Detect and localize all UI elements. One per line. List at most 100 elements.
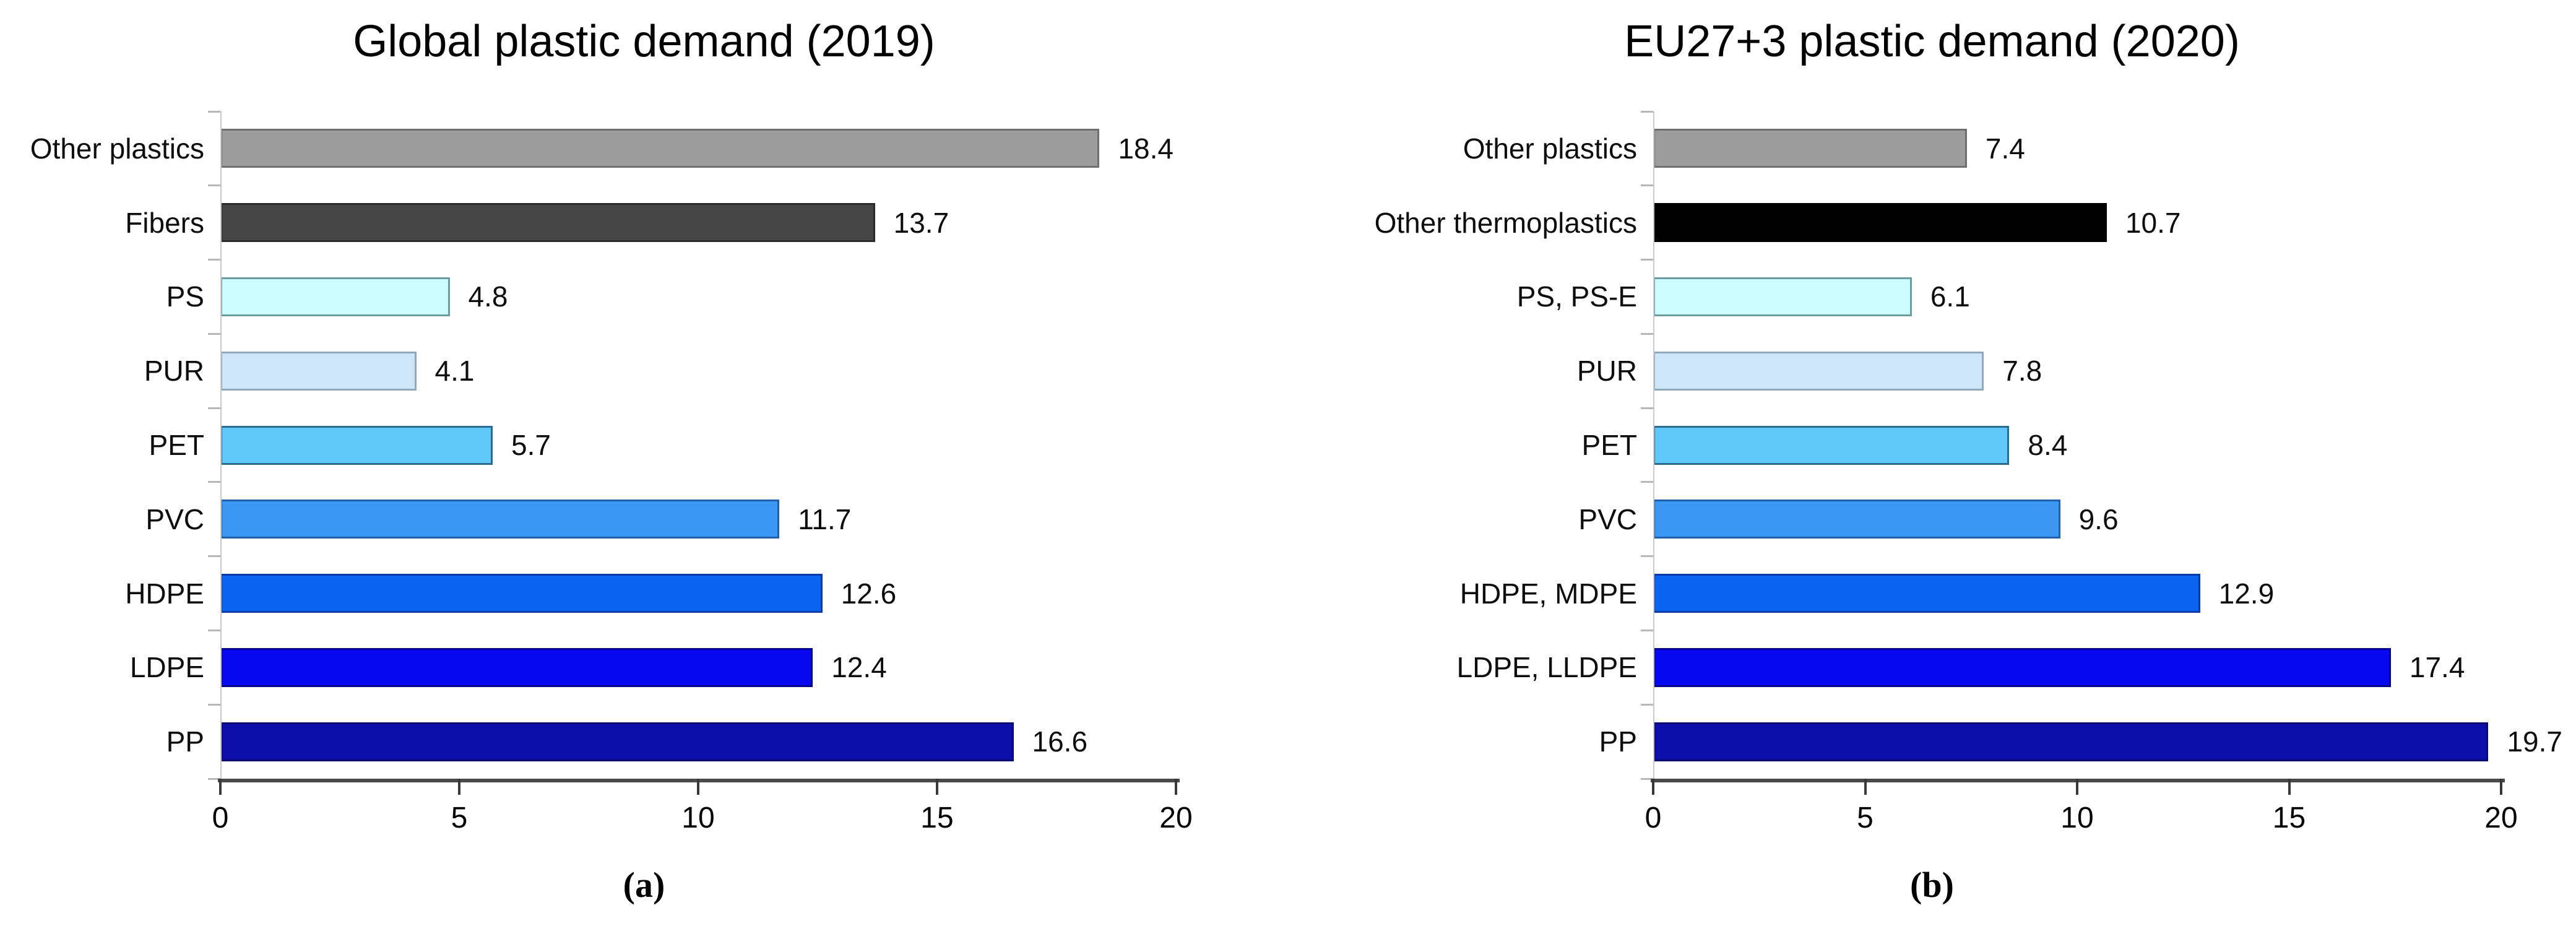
bar-area: 9.6 bbox=[1653, 482, 2576, 556]
plot-area: Other plastics 18.4 Fibers 13.7 PS 4.8 PUR 4.1 P… bbox=[0, 110, 1288, 834]
bar-rows: Other plastics 7.4 Other thermoplastics 10.… bbox=[1288, 111, 2576, 779]
bar bbox=[1653, 722, 2489, 761]
y-axis-tick bbox=[1641, 777, 1653, 780]
chart-panel-b: EU27+3 plastic demand (2020) Other plast… bbox=[1288, 0, 2576, 939]
category-label: PP bbox=[1599, 725, 1637, 758]
bar-area: 7.4 bbox=[1653, 111, 2576, 186]
value-label: 5.7 bbox=[511, 429, 551, 462]
y-axis-tick bbox=[208, 184, 220, 187]
bar-area: 12.4 bbox=[220, 630, 1288, 704]
bar-row: Fibers 13.7 bbox=[0, 186, 1288, 260]
bar bbox=[1653, 203, 2107, 243]
y-axis-tick bbox=[208, 703, 220, 706]
value-label: 7.8 bbox=[2002, 355, 2042, 387]
chart-panel-a: Global plastic demand (2019) Other plast… bbox=[0, 17, 1288, 905]
x-tick bbox=[1864, 779, 1867, 795]
bar-row: LDPE 12.4 bbox=[0, 630, 1288, 704]
bar-row: HDPE 12.6 bbox=[0, 556, 1288, 631]
bar-row: PS 4.8 bbox=[0, 260, 1288, 334]
y-axis-tick bbox=[1641, 184, 1653, 187]
bar bbox=[1653, 500, 2060, 539]
bar-row: HDPE, MDPE 12.9 bbox=[1288, 556, 2576, 631]
bar-area: 12.6 bbox=[220, 556, 1288, 631]
bar-area: 7.8 bbox=[1653, 334, 2576, 408]
bar bbox=[220, 722, 1014, 761]
bar-row: PUR 7.8 bbox=[1288, 334, 2576, 408]
category-label: Fibers bbox=[125, 206, 204, 239]
y-axis-tick bbox=[208, 481, 220, 483]
y-axis-tick bbox=[1641, 110, 1653, 113]
bar bbox=[220, 351, 417, 391]
x-tick bbox=[1175, 779, 1177, 795]
bar-area: 5.7 bbox=[220, 408, 1288, 482]
x-tick-label: 5 bbox=[451, 802, 468, 834]
bar-area: 13.7 bbox=[220, 186, 1288, 260]
bar-row: PVC 11.7 bbox=[0, 482, 1288, 556]
x-tick bbox=[1652, 779, 1654, 795]
plot-area: Other plastics 7.4 Other thermoplastics 10.… bbox=[1288, 110, 2576, 834]
bar-area: 4.8 bbox=[220, 260, 1288, 334]
x-tick-label: 20 bbox=[2484, 802, 2518, 834]
y-axis-tick bbox=[208, 332, 220, 335]
bar bbox=[1653, 277, 1912, 316]
value-label: 19.7 bbox=[2507, 725, 2562, 758]
x-tick-label: 5 bbox=[1857, 802, 1874, 834]
y-axis-tick bbox=[1641, 259, 1653, 261]
x-tick-label: 10 bbox=[2060, 802, 2094, 834]
category-label: PET bbox=[1581, 429, 1637, 462]
value-label: 12.6 bbox=[841, 577, 897, 610]
bar bbox=[220, 277, 450, 316]
y-axis-tick bbox=[1641, 407, 1653, 409]
x-tick-label: 15 bbox=[2272, 802, 2306, 834]
category-label: PS, PS-E bbox=[1516, 280, 1637, 313]
chart-caption: (b) bbox=[1910, 865, 1954, 905]
category-label: HDPE bbox=[125, 577, 204, 610]
value-label: 18.4 bbox=[1118, 132, 1173, 165]
x-tick-label: 0 bbox=[212, 802, 229, 834]
bar-area: 10.7 bbox=[1653, 186, 2576, 260]
category-label: PUR bbox=[1576, 355, 1637, 387]
value-label: 8.4 bbox=[2028, 429, 2068, 462]
bar bbox=[1653, 425, 2010, 465]
bar bbox=[220, 129, 1100, 168]
y-axis-tick bbox=[1641, 703, 1653, 706]
y-axis-tick bbox=[208, 259, 220, 261]
x-tick bbox=[458, 779, 460, 795]
y-axis-tick bbox=[208, 110, 220, 113]
value-label: 17.4 bbox=[2409, 651, 2465, 684]
y-axis-tick bbox=[208, 629, 220, 631]
bar-area: 11.7 bbox=[220, 482, 1288, 556]
bar bbox=[220, 500, 780, 539]
bar-row: PVC 9.6 bbox=[1288, 482, 2576, 556]
value-label: 6.1 bbox=[1930, 280, 1970, 313]
value-label: 9.6 bbox=[2078, 503, 2119, 535]
bar bbox=[1653, 647, 2391, 687]
value-label: 12.4 bbox=[831, 651, 887, 684]
bar-row: PET 8.4 bbox=[1288, 408, 2576, 482]
y-axis-tick bbox=[1641, 481, 1653, 483]
x-tick bbox=[697, 779, 699, 795]
bar-area: 8.4 bbox=[1653, 408, 2576, 482]
y-axis-line bbox=[220, 111, 222, 779]
x-tick bbox=[2288, 779, 2291, 795]
chart-title: EU27+3 plastic demand (2020) bbox=[1624, 17, 2240, 66]
bar-row: Other plastics 18.4 bbox=[0, 111, 1288, 186]
y-axis-line bbox=[1653, 111, 1654, 779]
value-label: 13.7 bbox=[893, 206, 949, 239]
bar-row: PP 16.6 bbox=[0, 704, 1288, 779]
x-tick bbox=[2076, 779, 2078, 795]
value-label: 16.6 bbox=[1032, 725, 1088, 758]
bar-row: PP 19.7 bbox=[1288, 704, 2576, 779]
x-tick bbox=[936, 779, 938, 795]
x-tick-label: 20 bbox=[1159, 802, 1193, 834]
y-axis-tick bbox=[208, 407, 220, 409]
bar bbox=[220, 574, 823, 613]
bar-area: 19.7 bbox=[1653, 704, 2576, 779]
category-label: PS bbox=[166, 280, 204, 313]
chart-caption: (a) bbox=[623, 865, 665, 905]
bar bbox=[1653, 574, 2200, 613]
category-label: LDPE, LLDPE bbox=[1456, 651, 1637, 684]
bar bbox=[1653, 351, 1984, 391]
bar-area: 6.1 bbox=[1653, 260, 2576, 334]
